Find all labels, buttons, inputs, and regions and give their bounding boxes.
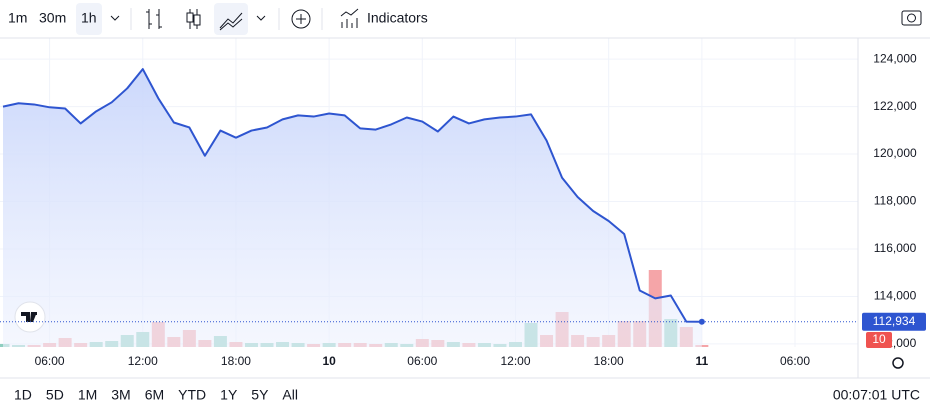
volume-tag — [866, 332, 892, 348]
screenshot-icon[interactable] — [901, 10, 922, 26]
interval-button[interactable]: 30m — [39, 10, 66, 26]
x-tick-label: 12:00 — [500, 354, 530, 368]
y-tick-label: 122,000 — [873, 99, 917, 113]
x-tick-label: 06:00 — [35, 354, 65, 368]
dropdown-icon[interactable] — [256, 15, 266, 21]
interval-button[interactable]: 1h — [81, 10, 97, 26]
last-price-dot — [698, 318, 705, 325]
x-tick-label: 18:00 — [594, 354, 624, 368]
interval-selected — [76, 3, 102, 35]
range-button[interactable]: All — [282, 387, 298, 403]
range-button[interactable]: 6M — [145, 387, 164, 403]
bars-icon[interactable] — [146, 9, 162, 29]
price-line — [2, 68, 702, 323]
x-tick-label: 06:00 — [780, 354, 810, 368]
indicators-button[interactable]: Indicators — [367, 10, 428, 26]
y-tick-label: 124,000 — [873, 51, 917, 65]
x-tick-label: 12:00 — [128, 354, 158, 368]
dropdown-icon[interactable] — [110, 15, 120, 21]
range-button[interactable]: 3M — [111, 387, 130, 403]
x-tick-label: 11 — [696, 354, 709, 368]
interval-button[interactable]: 1m — [8, 10, 27, 26]
range-button[interactable]: 1M — [78, 387, 97, 403]
clock: 00:07:01 UTC — [833, 387, 920, 403]
toolbar — [0, 0, 930, 38]
screenshot-icon[interactable] — [907, 13, 916, 23]
x-tick-label: 18:00 — [221, 354, 251, 368]
y-tick-label: 114,000 — [874, 289, 917, 303]
last-price-label: 112,934 — [873, 314, 916, 328]
range-button[interactable]: 5D — [46, 387, 64, 403]
y-tick-label: 118,000 — [874, 194, 917, 208]
y-tick-label: 116,000 — [874, 241, 917, 255]
x-tick-label: 06:00 — [407, 354, 437, 368]
range-button[interactable]: 1D — [14, 387, 32, 403]
price-area — [3, 69, 702, 348]
volume-label: 10 — [872, 332, 886, 346]
logo — [21, 312, 37, 322]
range-button[interactable]: 1Y — [220, 387, 238, 403]
area-icon[interactable] — [219, 12, 243, 31]
compare-icon[interactable] — [291, 9, 311, 29]
chart-type-selected — [214, 3, 248, 35]
compare-icon[interactable] — [296, 14, 306, 24]
y-tick-label: 120,000 — [873, 146, 917, 160]
range-button[interactable]: 5Y — [251, 387, 269, 403]
candles-icon[interactable] — [186, 12, 194, 23]
candles-icon[interactable] — [193, 14, 201, 26]
range-button[interactable]: YTD — [178, 387, 206, 403]
settings-icon[interactable] — [892, 357, 904, 369]
last-price-tag — [862, 312, 926, 331]
indicators-icon[interactable] — [340, 8, 359, 28]
x-tick-label: 10 — [322, 354, 336, 368]
